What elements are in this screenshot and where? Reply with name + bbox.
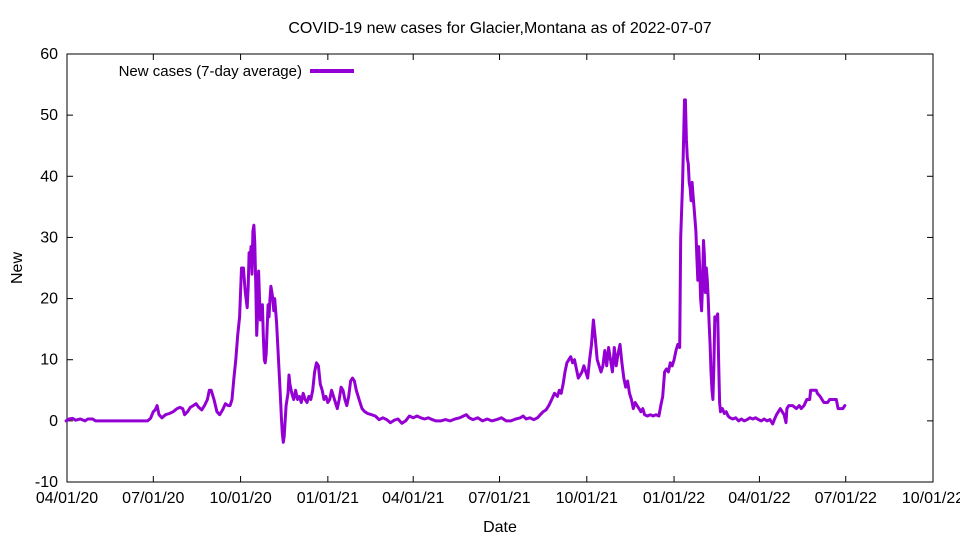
legend: New cases (7-day average): [119, 63, 354, 80]
x-tick-label: 01/01/22: [643, 490, 705, 507]
y-tick-label: 20: [40, 291, 58, 308]
series-line-new-cases: [64, 98, 847, 444]
x-tick-label: 04/01/21: [382, 490, 444, 507]
y-tick-label: 10: [40, 352, 58, 369]
y-axis: -10 0 10 20 30 40 50 60: [35, 46, 933, 491]
y-axis-label: New: [9, 252, 26, 284]
x-tick-label: 01/01/21: [297, 490, 359, 507]
x-axis: 04/01/20 07/01/20 10/01/20 01/01/21 04/01/21…: [36, 54, 960, 507]
y-tick-label: -10: [35, 474, 58, 491]
x-tick-label: 07/01/22: [815, 490, 877, 507]
x-tick-label: 04/01/22: [728, 490, 790, 507]
x-tick-label: 07/01/20: [122, 490, 184, 507]
x-tick-label: 10/01/22: [902, 490, 960, 507]
y-tick-label: 60: [40, 46, 58, 63]
y-tick-label: 40: [40, 168, 58, 185]
y-tick-label: 30: [40, 229, 58, 246]
chart-title: COVID-19 new cases for Glacier,Montana a…: [288, 20, 711, 37]
plot-frame: [66, 53, 934, 483]
x-axis-label: Date: [483, 519, 517, 536]
x-tick-label: 10/01/21: [556, 490, 618, 507]
legend-label: New cases (7-day average): [119, 63, 302, 80]
x-tick-label: 07/01/21: [468, 490, 530, 507]
x-tick-label: 04/01/20: [36, 490, 98, 507]
y-tick-label: 50: [40, 107, 58, 124]
x-tick-label: 10/01/20: [209, 490, 271, 507]
y-tick-label: 0: [49, 413, 58, 430]
